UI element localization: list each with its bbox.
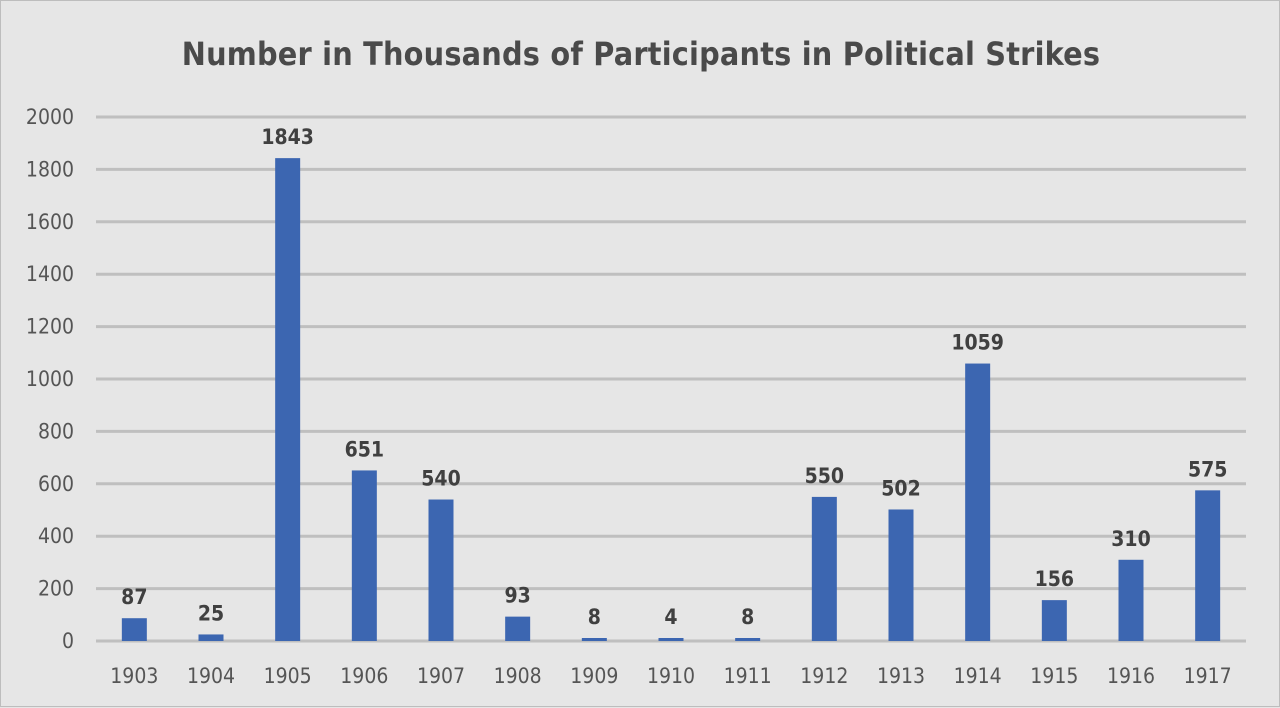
bar-1908	[505, 616, 531, 641]
gridlines	[96, 115, 1246, 643]
y-tick-label: 800	[38, 419, 74, 443]
y-tick-label: 200	[38, 577, 74, 601]
bar-1914	[965, 363, 991, 641]
bars	[121, 158, 1221, 641]
x-tick-label: 1910	[647, 664, 695, 688]
data-label-1907: 540	[421, 467, 460, 491]
x-axis-ticks: 1903 1904 1905 1906 1907 1908 1909 1910 1911 1912…	[110, 664, 1231, 688]
data-label-1917: 575	[1188, 457, 1227, 481]
y-axis-ticks: 0 200 400 600 800 1000 1200 1400 1600 1800 2000	[26, 105, 74, 653]
bar-1906	[351, 470, 377, 641]
x-tick-label: 1908	[494, 664, 542, 688]
y-tick-label: 0	[62, 629, 74, 653]
data-label-1916: 310	[1111, 527, 1150, 551]
data-label-1910: 4	[664, 605, 677, 629]
x-tick-label: 1906	[340, 664, 388, 688]
y-tick-label: 400	[38, 524, 74, 548]
x-tick-label: 1905	[264, 664, 312, 688]
data-label-1908: 93	[505, 584, 531, 608]
bar-1903	[121, 618, 147, 641]
y-tick-label: 1800	[26, 157, 74, 181]
bar-1916	[1118, 559, 1144, 641]
x-tick-label: 1904	[187, 664, 235, 688]
data-label-1904: 25	[198, 601, 224, 625]
x-tick-label: 1914	[954, 664, 1002, 688]
data-label-1913: 502	[881, 476, 920, 500]
data-label-1912: 550	[805, 464, 844, 488]
y-tick-label: 1200	[26, 315, 74, 339]
chart-title: Number in Thousands of Participants in P…	[181, 35, 1101, 73]
x-tick-label: 1912	[800, 664, 848, 688]
y-tick-label: 1600	[26, 210, 74, 234]
y-tick-label: 600	[38, 472, 74, 496]
x-tick-label: 1907	[417, 664, 465, 688]
bar-1917	[1195, 490, 1221, 641]
data-label-1903: 87	[121, 585, 147, 609]
bar-1905	[275, 158, 301, 641]
data-label-1905: 1843	[261, 125, 314, 149]
data-label-1914: 1059	[951, 331, 1004, 355]
bar-1911	[735, 638, 761, 641]
y-tick-label: 1000	[26, 367, 74, 391]
x-tick-label: 1909	[570, 664, 618, 688]
data-label-1915: 156	[1035, 567, 1074, 591]
bar-1910	[658, 638, 684, 641]
y-tick-label: 2000	[26, 105, 74, 129]
data-label-1911: 8	[741, 605, 754, 629]
x-tick-label: 1911	[724, 664, 772, 688]
data-label-1909: 8	[588, 605, 601, 629]
bar-1907	[428, 499, 454, 641]
x-tick-label: 1915	[1030, 664, 1078, 688]
x-tick-label: 1917	[1184, 664, 1232, 688]
x-tick-label: 1903	[110, 664, 158, 688]
bar-1904	[198, 634, 224, 641]
x-tick-label: 1916	[1107, 664, 1155, 688]
y-tick-label: 1400	[26, 262, 74, 286]
x-tick-label: 1913	[877, 664, 925, 688]
data-label-1906: 651	[345, 437, 384, 461]
bar-1913	[888, 509, 914, 641]
bar-1915	[1041, 600, 1067, 641]
bar-1912	[811, 496, 837, 641]
data-labels: 87 25 1843 651 540 93 8 4 8 550 502 1059 156 310 575	[121, 125, 1227, 629]
bar-1909	[581, 638, 607, 641]
